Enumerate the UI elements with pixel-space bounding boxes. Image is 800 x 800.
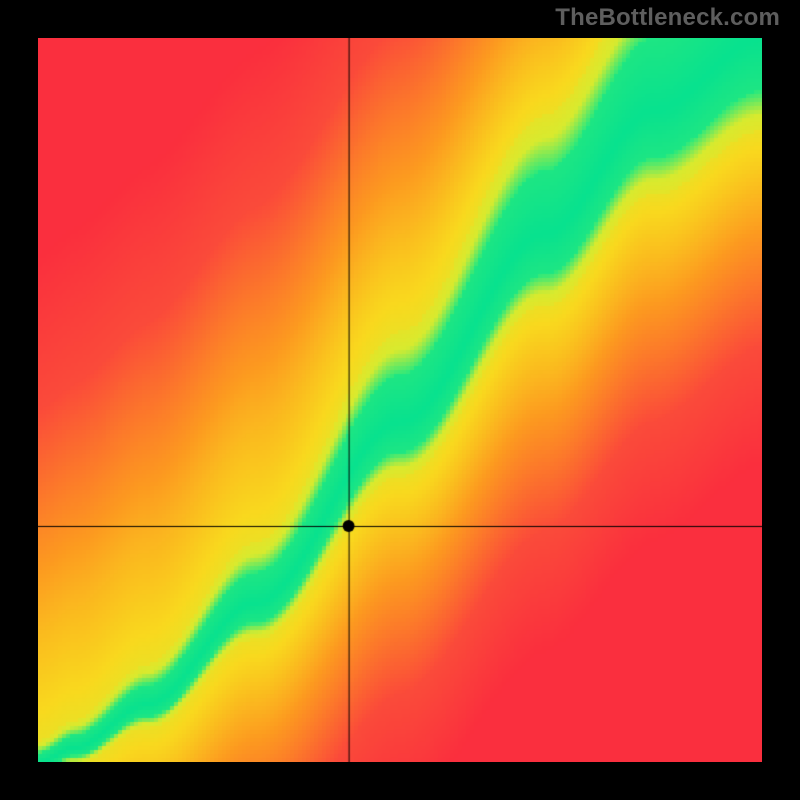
bottleneck-heatmap	[38, 38, 762, 762]
image-frame: TheBottleneck.com	[0, 0, 800, 800]
watermark-text: TheBottleneck.com	[555, 4, 780, 32]
plot-area	[38, 38, 762, 762]
